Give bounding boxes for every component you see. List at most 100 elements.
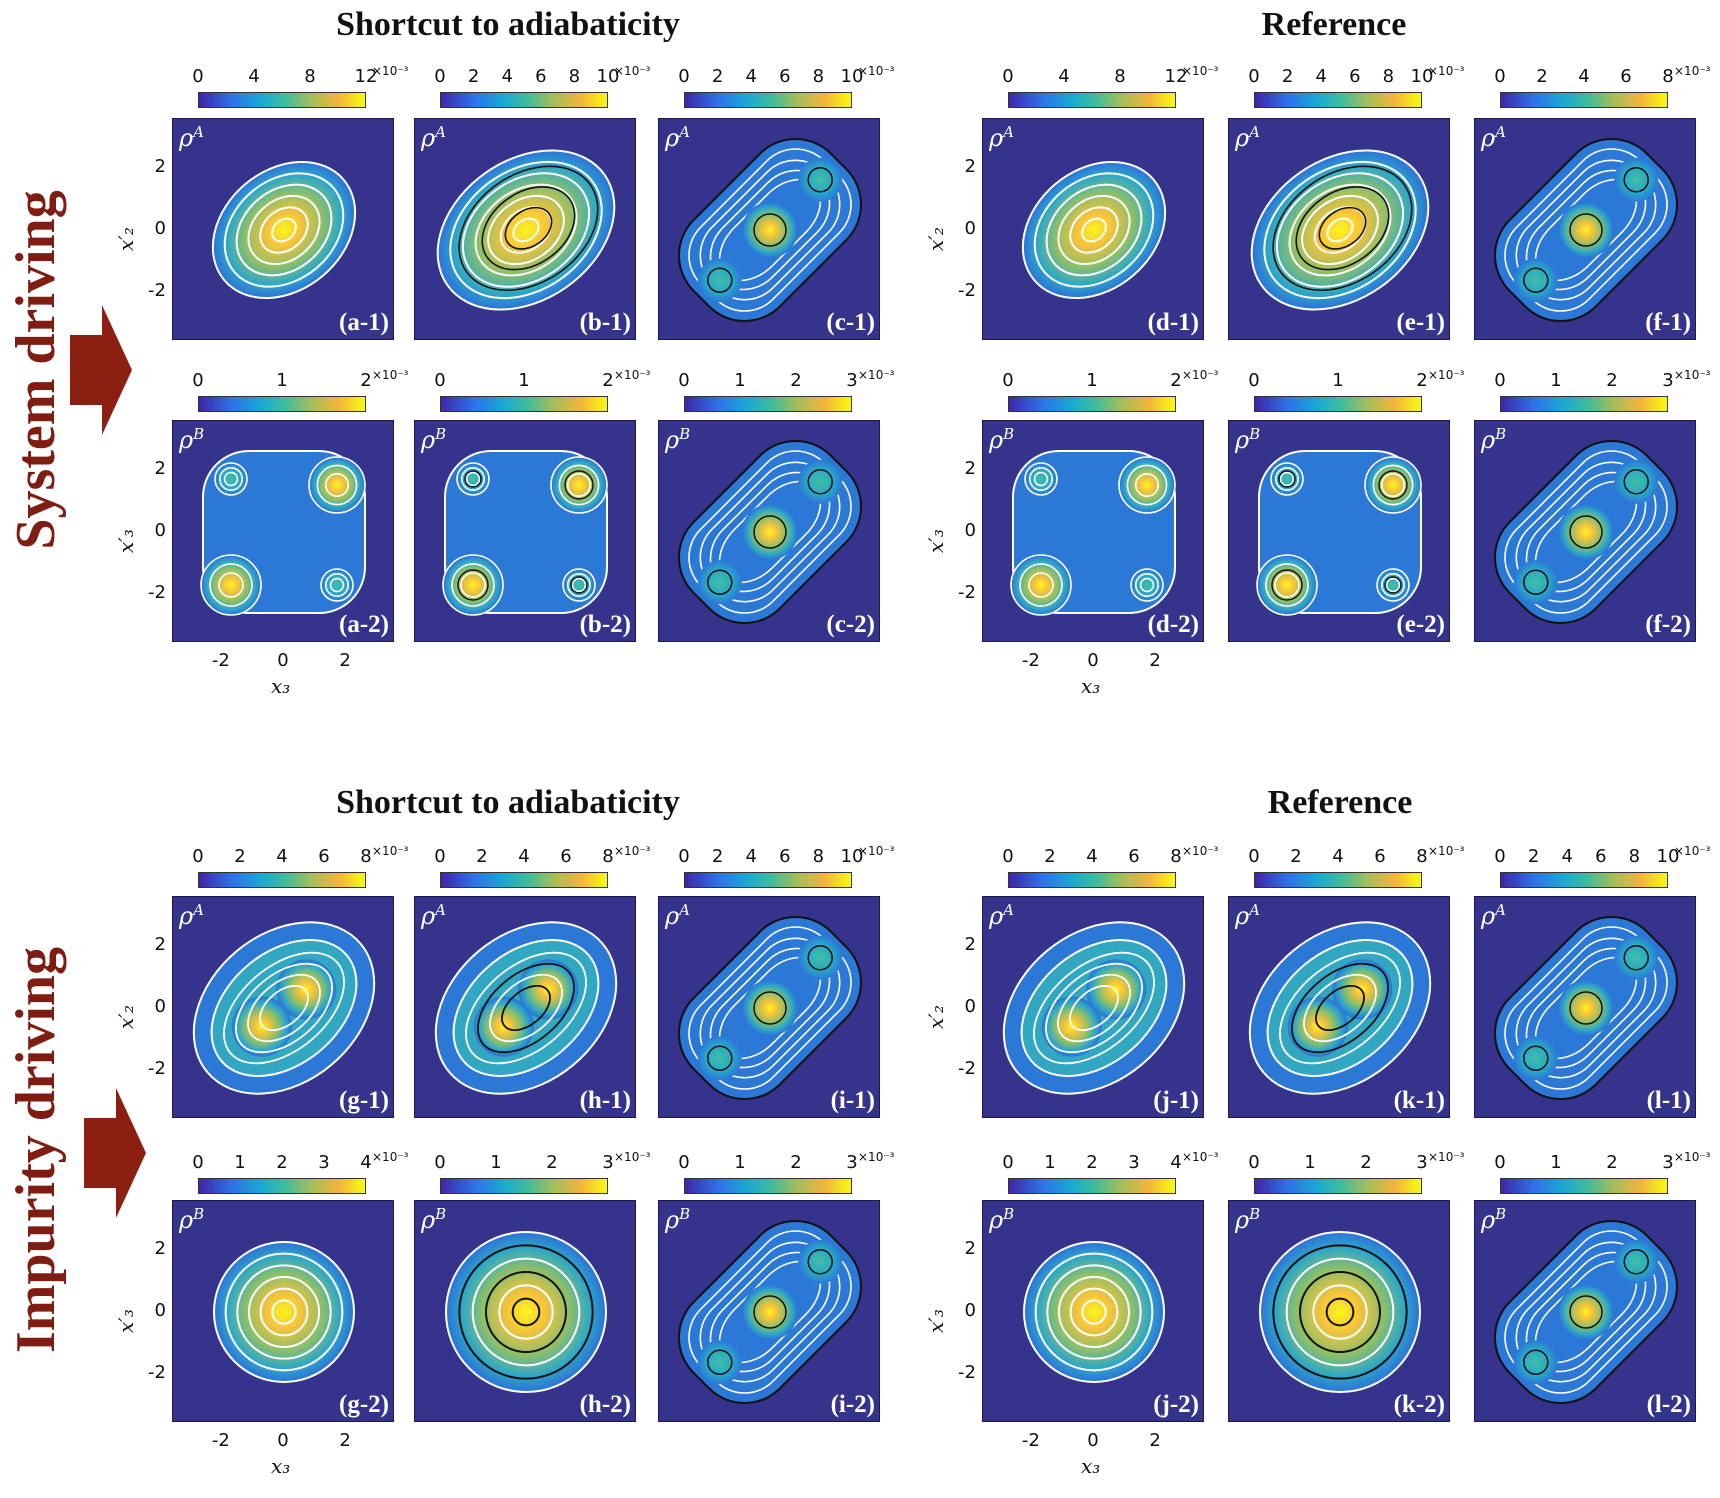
density-contour-plot [434, 921, 618, 1095]
colorbar-multiplier: ×10⁻³ [1674, 844, 1711, 858]
density-contour-plot [1256, 450, 1422, 616]
colorbar-ticks: 0 4 8 12 ×10⁻³ [192, 64, 408, 88]
y-tick-label: 0 [964, 1300, 976, 1321]
y-axis-label: x′₃ [924, 1309, 948, 1333]
rho-label: ρB [665, 1205, 690, 1234]
colorbar-ticks: 0 2 4 6 8 10 ×10⁻³ [434, 64, 650, 88]
colorbar-tick-label: 1 [518, 370, 530, 391]
colorbar-tick-label: 0 [1494, 846, 1506, 867]
y-tick-label: 2 [154, 1237, 166, 1259]
colorbar-tick-label: 1 [1550, 1152, 1562, 1173]
rho-symbol: ρ [1235, 902, 1250, 930]
rho-superscript: B [1495, 1205, 1507, 1223]
x-tick-label: 0 [1087, 650, 1099, 671]
colorbar-multiplier: ×10⁻³ [858, 368, 895, 382]
colorbar-tick-label: 8 [1114, 66, 1126, 87]
colorbar-tick-label: 1 [734, 1152, 746, 1173]
colorbar [440, 92, 608, 108]
colorbar-tick-label: 2 [234, 846, 246, 867]
colorbar-tick-label: 8 [812, 66, 825, 87]
y-axis-label: x′₂ [114, 227, 138, 251]
colorbar-tick-label: 6 [779, 66, 791, 87]
colorbar-ticks: 0 1 2 3 ×10⁻³ [1494, 1150, 1710, 1174]
rho-label: ρA [1235, 123, 1260, 152]
colorbar-multiplier: ×10⁻³ [614, 1150, 651, 1164]
panel-label: (b-1) [579, 309, 631, 336]
density-panel: ρB (b-2) [414, 420, 636, 642]
colorbar-tick-label: 10 [1656, 846, 1680, 867]
colorbar-ticks: 0 1 2 3 4 ×10⁻³ [192, 1150, 408, 1174]
colorbar-tick-label: 12 [354, 66, 378, 87]
colorbar-ticks: 0 2 4 6 8 ×10⁻³ [1248, 844, 1464, 868]
colorbar-tick-label: 6 [779, 846, 791, 867]
rho-superscript: B [193, 1205, 205, 1223]
panel-label: (i-2) [830, 1391, 875, 1418]
colorbar-multiplier: ×10⁻³ [372, 844, 409, 858]
y-tick-label: -2 [148, 582, 166, 604]
colorbar-tick-label: 3 [1128, 1152, 1140, 1173]
y-axis-label: x′₃ [114, 529, 138, 553]
rho-label: ρB [421, 425, 446, 454]
density-panel: ρB (f-2) [1474, 420, 1696, 642]
density-contour-plot [677, 137, 863, 323]
colorbar-multiplier: ×10⁻³ [858, 1150, 895, 1164]
colorbar [1008, 92, 1176, 108]
colorbar-tick-label: 3 [1662, 1152, 1674, 1173]
colorbar-tick-label: 0 [434, 846, 446, 867]
colorbar-ticks: 0 2 4 6 8 10 ×10⁻³ [1248, 64, 1464, 88]
rho-superscript: A [435, 901, 446, 919]
x-tick-label: -2 [1021, 650, 1040, 671]
colorbar-multiplier: ×10⁻³ [372, 1150, 409, 1164]
colorbar-tick-label: 0 [1002, 66, 1014, 87]
title-sta-bottom: Shortcut to adiabaticity [336, 784, 680, 821]
density-panel: ρB (g-2) [172, 1200, 394, 1422]
rho-symbol: ρ [1481, 902, 1496, 930]
colorbar [1008, 396, 1176, 412]
x-tick-label: 0 [277, 1430, 289, 1451]
colorbar-tick-label: 0 [192, 370, 204, 391]
colorbar-ticks: 0 1 2 3 ×10⁻³ [1248, 1150, 1464, 1174]
colorbar-tick-label: 3 [1662, 370, 1674, 391]
rho-label: ρA [179, 901, 204, 930]
rho-superscript: B [435, 1205, 447, 1223]
density-panel: ρB (l-2) [1474, 1200, 1696, 1422]
colorbar-tick-label: 8 [360, 846, 372, 867]
colorbar-tick-label: 0 [1494, 1152, 1506, 1173]
colorbar-tick-label: 1 [1550, 370, 1562, 391]
colorbar-tick-label: 2 [711, 846, 724, 867]
colorbar-tick-label: 0 [192, 1152, 204, 1173]
colorbar-multiplier: ×10⁻³ [858, 844, 895, 858]
density-contour-plot [445, 1231, 607, 1393]
rho-superscript: B [1249, 1205, 1261, 1223]
colorbar-tick-label: 2 [1044, 846, 1056, 867]
colorbar-tick-label: 2 [602, 370, 614, 391]
density-panel: ρA (j-1) [982, 896, 1204, 1118]
density-contour-plot [1259, 1231, 1421, 1393]
rho-superscript: B [679, 1205, 691, 1223]
rho-symbol: ρ [1235, 426, 1250, 454]
rho-label: ρB [665, 425, 690, 454]
colorbar-tick-label: 0 [1002, 1152, 1014, 1173]
colorbar-tick-label: 2 [1290, 846, 1302, 867]
colorbar-tick-label: 2 [1416, 370, 1428, 391]
colorbar [440, 396, 608, 412]
y-tick-label: -2 [958, 1058, 976, 1080]
rho-symbol: ρ [1235, 124, 1250, 152]
density-contour-plot [1002, 921, 1186, 1095]
colorbar-multiplier: ×10⁻³ [614, 368, 651, 382]
rho-symbol: ρ [179, 124, 194, 152]
colorbar [1500, 92, 1668, 108]
title-sta-top: Shortcut to adiabaticity [336, 6, 680, 43]
colorbar-tick-label: 2 [276, 1152, 288, 1173]
colorbar-tick-label: 0 [678, 1152, 690, 1173]
rho-superscript: B [193, 425, 205, 443]
colorbar-tick-label: 6 [1128, 846, 1140, 867]
rho-superscript: A [1249, 123, 1260, 141]
colorbar-ticks: 0 1 2 3 ×10⁻³ [434, 1150, 650, 1174]
colorbar-ticks: 0 1 2 ×10⁻³ [1248, 368, 1464, 392]
colorbar-multiplier: ×10⁻³ [1428, 1150, 1465, 1164]
rho-superscript: A [193, 901, 204, 919]
colorbar-multiplier: ×10⁻³ [1182, 1150, 1219, 1164]
colorbar-multiplier: ×10⁻³ [1428, 844, 1465, 858]
density-contour-plot [192, 921, 376, 1095]
